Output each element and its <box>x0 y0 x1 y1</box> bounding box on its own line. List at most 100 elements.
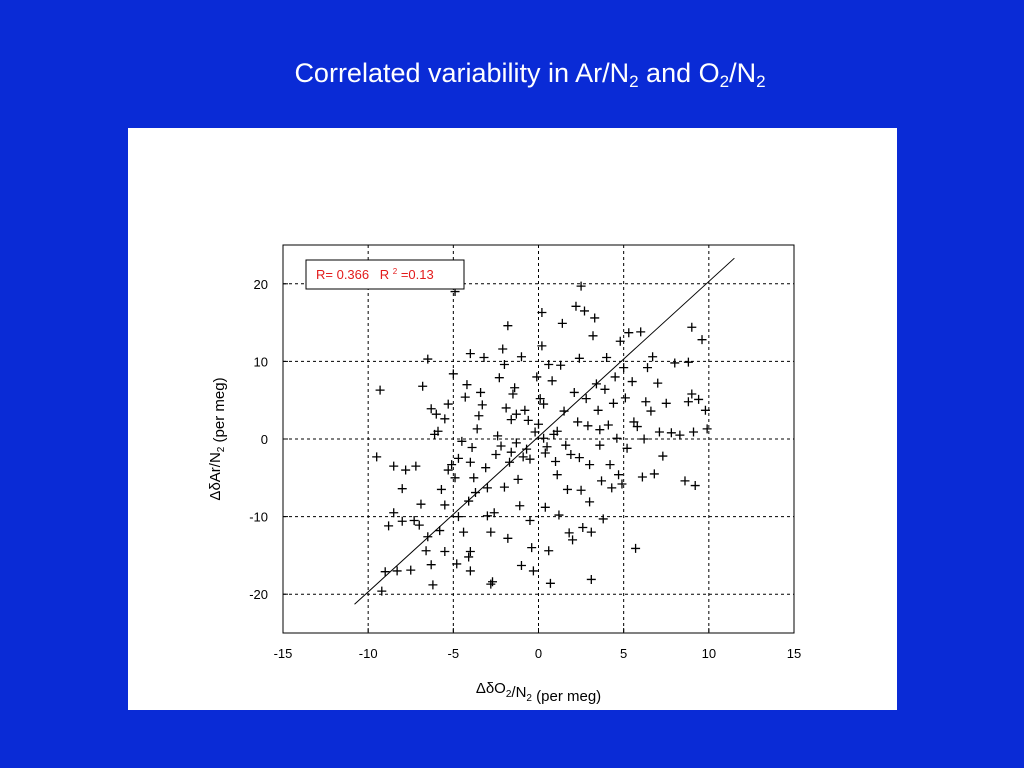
correlation-annotation: R= 0.366 R 2 =0.13 <box>305 259 465 290</box>
data-point <box>421 546 431 556</box>
data-point <box>389 461 399 471</box>
data-point <box>557 318 567 328</box>
data-point <box>447 460 457 470</box>
data-point <box>556 360 566 370</box>
data-point <box>503 533 513 543</box>
data-point <box>423 532 433 542</box>
data-point <box>591 379 601 389</box>
axis-label-text: (per meg) <box>532 688 601 705</box>
data-point <box>573 417 583 427</box>
data-point <box>569 387 579 397</box>
data-point <box>452 559 462 569</box>
data-point <box>544 546 554 556</box>
data-point <box>648 352 658 362</box>
data-point <box>510 383 520 393</box>
data-point <box>472 424 482 434</box>
data-point <box>593 405 603 415</box>
axis-label-text: ΔδO <box>476 680 506 697</box>
data-point <box>683 397 693 407</box>
data-point <box>631 543 641 553</box>
data-point <box>522 444 532 454</box>
data-point <box>448 369 458 379</box>
data-point <box>460 392 470 402</box>
y-tick-label: 10 <box>254 354 268 369</box>
data-point <box>465 547 475 557</box>
grid <box>283 245 794 633</box>
data-point <box>435 526 445 536</box>
data-point <box>465 457 475 467</box>
data-point <box>459 527 469 537</box>
x-tick-label: -10 <box>359 646 378 661</box>
data-point <box>443 465 453 475</box>
data-point <box>649 469 659 479</box>
data-point <box>597 476 607 486</box>
data-point <box>600 384 610 394</box>
y-tick-label: -20 <box>249 587 268 602</box>
x-axis-ticks: -15 -10 -5 0 5 10 15 <box>274 628 801 661</box>
data-point <box>392 566 402 576</box>
data-point <box>470 488 480 498</box>
data-point <box>499 482 509 492</box>
data-point <box>542 442 552 452</box>
data-point <box>562 484 572 494</box>
data-point <box>476 387 486 397</box>
data-point <box>551 457 561 467</box>
data-point <box>675 430 685 440</box>
data-point <box>629 417 639 427</box>
data-point <box>610 372 620 382</box>
data-point <box>491 450 501 460</box>
axis-label-text: ΔδAr/N <box>207 452 224 500</box>
data-point <box>436 484 446 494</box>
data-point <box>525 454 535 464</box>
plot-panel: -15 -10 -5 0 5 10 15 -20 -10 0 10 20 R= 0.366 R 2 … <box>128 128 897 710</box>
data-point <box>528 566 538 576</box>
data-point <box>700 405 710 415</box>
data-point <box>506 415 516 425</box>
data-point <box>488 577 498 587</box>
title-subscript: 2 <box>756 72 766 91</box>
data-point <box>440 547 450 557</box>
data-point <box>680 476 690 486</box>
data-point <box>576 485 586 495</box>
y-tick-label: 0 <box>261 432 268 447</box>
data-point <box>602 353 612 363</box>
data-point <box>511 438 521 448</box>
data-point <box>409 515 419 525</box>
data-point <box>397 484 407 494</box>
data-point <box>690 481 700 491</box>
data-point <box>612 433 622 443</box>
data-point <box>590 313 600 323</box>
data-point <box>401 465 411 475</box>
data-point <box>547 376 557 386</box>
data-point <box>520 405 530 415</box>
data-point <box>661 398 671 408</box>
data-point <box>532 372 542 382</box>
data-point <box>586 574 596 584</box>
data-point <box>566 450 576 460</box>
data-point <box>571 301 581 311</box>
data-point <box>632 422 642 432</box>
x-tick-label: 0 <box>535 646 542 661</box>
data-point <box>624 328 634 338</box>
data-point <box>380 567 390 577</box>
data-point <box>516 560 526 570</box>
data-point <box>617 479 627 489</box>
data-point <box>501 403 511 413</box>
data-point <box>605 460 615 470</box>
data-point <box>496 441 506 451</box>
data-point <box>377 586 387 596</box>
data-point <box>697 335 707 345</box>
data-point <box>511 409 521 419</box>
regression-line <box>354 257 735 605</box>
r-value-text: R= 0.366 <box>316 267 369 282</box>
data-point <box>643 363 653 373</box>
data-point <box>416 499 426 509</box>
data-point <box>440 500 450 510</box>
data-point <box>545 578 555 588</box>
title-text: Correlated variability in Ar/N <box>294 58 630 88</box>
data-point <box>489 508 499 518</box>
data-point <box>513 474 523 484</box>
data-point <box>384 521 394 531</box>
data-point <box>494 373 504 383</box>
data-point <box>622 443 632 453</box>
